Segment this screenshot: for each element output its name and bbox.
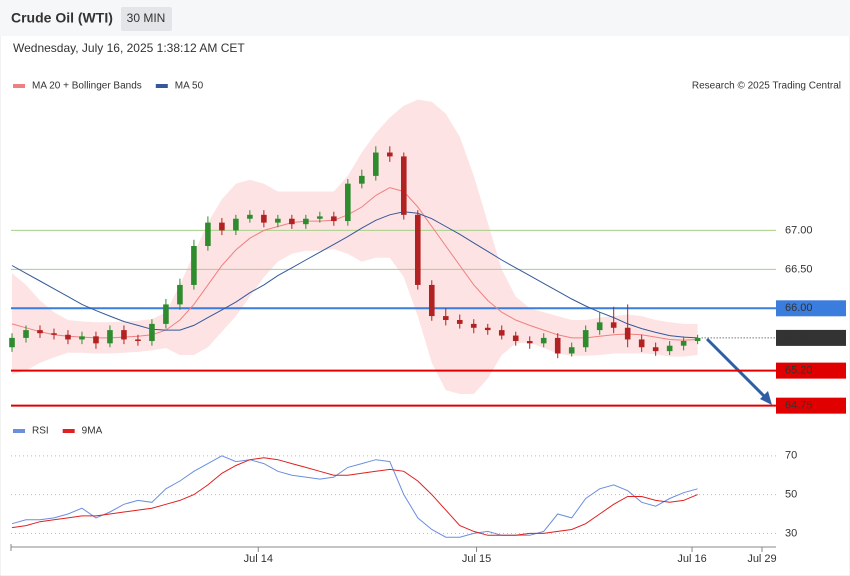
legend-swatch <box>13 84 25 88</box>
candle-body <box>498 330 505 336</box>
x-tick-label: Jul 16 <box>677 553 706 565</box>
candle-body <box>345 183 351 222</box>
candle-body <box>373 152 379 176</box>
legend-label: MA 50 <box>175 81 204 92</box>
candle-body <box>638 339 645 348</box>
candle-body <box>359 175 365 184</box>
y-tick-label: 70 <box>785 450 797 462</box>
level-label: 67.00 <box>785 224 813 236</box>
y-tick-label: 50 <box>785 488 797 500</box>
candle-body <box>512 335 519 342</box>
x-tick-label: Jul 15 <box>462 553 491 565</box>
candle-body <box>331 216 337 222</box>
candle-body <box>205 222 211 246</box>
candle-body <box>23 330 29 338</box>
candle-body <box>442 316 449 320</box>
candle-body <box>303 218 309 225</box>
candle-body <box>387 152 393 157</box>
candle-body <box>540 337 547 344</box>
candle-body <box>470 323 477 328</box>
ma-line <box>11 211 698 339</box>
legend-label: MA 20 + Bollinger Bands <box>32 81 142 92</box>
level-box <box>776 300 846 317</box>
candle-body <box>135 339 141 342</box>
candle-body <box>554 337 561 354</box>
candle-body <box>65 334 71 340</box>
candle-body <box>652 347 659 352</box>
candle-body <box>624 327 631 340</box>
y-tick-label: 30 <box>785 527 797 539</box>
forecast-arrow <box>705 337 768 400</box>
candle-body <box>107 330 113 344</box>
timeframe[interactable]: 30 MIN <box>127 11 166 25</box>
legend-swatch <box>62 429 75 433</box>
level-box <box>776 397 846 414</box>
candle-body <box>37 330 43 334</box>
timeframe-box[interactable] <box>121 7 172 31</box>
candle-body <box>526 341 533 344</box>
level-label: 66.00 <box>785 302 813 314</box>
candle-body <box>177 284 183 305</box>
candle-body <box>484 327 491 331</box>
candle-body <box>163 304 169 324</box>
candle-body <box>191 245 197 285</box>
candle-body <box>289 218 295 225</box>
candle-body <box>93 336 99 344</box>
candle-body <box>414 214 421 285</box>
candle-body <box>317 216 323 219</box>
x-tick-label: Jul 14 <box>244 553 273 565</box>
candle-body <box>219 222 225 231</box>
candle-body <box>680 341 687 346</box>
candle-body <box>51 333 57 335</box>
candle-body <box>149 323 155 342</box>
x-tick-label: Jul 29 <box>747 553 776 565</box>
level-box <box>776 329 846 346</box>
candle-body <box>694 337 701 342</box>
candle-body <box>247 214 253 219</box>
legend-swatch <box>155 84 168 88</box>
candle-body <box>275 218 281 223</box>
candle-body <box>610 322 617 328</box>
level-box <box>776 362 846 379</box>
candle-body <box>428 284 435 317</box>
level-label: 64.75 <box>785 400 813 412</box>
rsi-line <box>11 457 698 536</box>
level-label: 66.50 <box>785 263 813 275</box>
candle-body <box>568 347 575 354</box>
candle-body <box>666 345 673 352</box>
candle-body <box>400 156 407 215</box>
candle-body <box>79 336 85 340</box>
candle-body <box>121 330 127 340</box>
plot-layer: 67.00 66.50 66.00 65.62 65.20 64.75 MA 20 + Bo… <box>9 81 846 565</box>
arrow-head <box>760 391 772 405</box>
bollinger-band <box>12 99 698 394</box>
legend-label: 9MA <box>82 426 103 437</box>
chart-title: Crude Oil (WTI) <box>11 10 113 26</box>
level-label: 65.62 <box>785 332 813 344</box>
candle-body <box>233 218 239 231</box>
candle-body <box>596 322 603 331</box>
candle-body <box>261 214 267 223</box>
candle-body <box>582 330 589 348</box>
source: Research © 2025 Trading Central <box>692 81 841 92</box>
candle-body <box>456 319 463 324</box>
candle-body <box>9 337 15 348</box>
legend-swatch <box>13 429 25 433</box>
subtitle: Wednesday, July 16, 2025 1:38:12 AM CET <box>13 41 245 55</box>
level-label: 65.20 <box>785 365 813 377</box>
rsi-line <box>11 455 698 538</box>
legend-label: RSI <box>32 426 49 437</box>
